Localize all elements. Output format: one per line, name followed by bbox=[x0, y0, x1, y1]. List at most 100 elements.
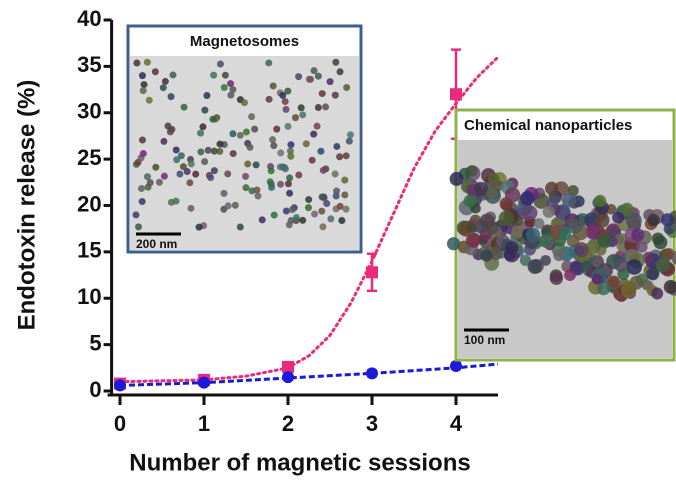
fit-curve bbox=[120, 364, 498, 385]
particle bbox=[295, 73, 302, 80]
particle bbox=[139, 198, 146, 205]
particle bbox=[277, 149, 284, 156]
particle bbox=[307, 76, 314, 83]
particle bbox=[319, 223, 326, 230]
particle bbox=[282, 98, 289, 105]
particle bbox=[247, 144, 254, 151]
particle bbox=[289, 206, 296, 213]
x-axis-title: Number of magnetic sessions bbox=[129, 449, 470, 476]
particle bbox=[287, 153, 294, 160]
particle bbox=[152, 164, 159, 171]
particle bbox=[464, 195, 477, 208]
particle bbox=[286, 174, 293, 181]
particle bbox=[268, 167, 275, 174]
particle bbox=[488, 173, 499, 184]
particle bbox=[279, 163, 286, 170]
particle bbox=[309, 157, 316, 164]
particle bbox=[480, 250, 492, 262]
particle bbox=[562, 193, 577, 208]
particle bbox=[283, 208, 290, 215]
particle bbox=[320, 194, 327, 201]
particle bbox=[319, 90, 326, 97]
particle bbox=[270, 142, 277, 149]
data-point bbox=[366, 266, 378, 278]
x-tick-label: 2 bbox=[282, 411, 294, 436]
particle bbox=[201, 158, 208, 165]
particle bbox=[341, 177, 348, 184]
particle bbox=[511, 225, 524, 238]
particle bbox=[242, 173, 249, 180]
particle bbox=[173, 156, 180, 163]
particle bbox=[255, 193, 262, 200]
particle bbox=[287, 141, 294, 148]
particle bbox=[311, 67, 318, 74]
particle bbox=[631, 228, 644, 241]
particle bbox=[133, 60, 140, 67]
particle bbox=[145, 184, 152, 191]
particle bbox=[293, 214, 300, 221]
particle bbox=[621, 203, 634, 216]
particle bbox=[593, 255, 603, 265]
x-tick-label: 3 bbox=[366, 411, 378, 436]
particle bbox=[237, 223, 244, 230]
particle bbox=[621, 282, 637, 298]
particle bbox=[207, 174, 214, 181]
particle bbox=[141, 81, 148, 88]
particle bbox=[220, 190, 227, 197]
particle bbox=[315, 104, 322, 111]
particle bbox=[564, 269, 576, 281]
particle bbox=[651, 288, 663, 300]
particle bbox=[269, 136, 276, 143]
chart: Number of magnetic sessions Endotoxin re… bbox=[0, 0, 676, 483]
particle bbox=[188, 160, 195, 167]
data-point bbox=[366, 367, 378, 379]
particle bbox=[279, 92, 286, 99]
x-tick-label: 0 bbox=[114, 411, 126, 436]
particle bbox=[647, 214, 659, 226]
particle bbox=[209, 116, 216, 123]
particle bbox=[664, 248, 674, 258]
particle bbox=[135, 223, 142, 230]
particle bbox=[284, 123, 291, 130]
particle bbox=[196, 224, 203, 231]
data-point bbox=[450, 88, 462, 100]
particle bbox=[160, 138, 167, 145]
particle bbox=[227, 80, 234, 87]
particle bbox=[265, 59, 272, 66]
particle bbox=[628, 216, 640, 228]
particle bbox=[558, 228, 571, 241]
particle bbox=[138, 185, 145, 192]
particle bbox=[229, 130, 236, 137]
particle bbox=[336, 153, 343, 160]
particle bbox=[152, 68, 159, 75]
data-point bbox=[450, 360, 462, 372]
particle bbox=[332, 171, 339, 178]
particle bbox=[181, 104, 188, 111]
particle bbox=[505, 241, 518, 254]
particle bbox=[242, 184, 249, 191]
particle bbox=[332, 92, 339, 99]
particle bbox=[333, 188, 340, 195]
particle bbox=[553, 249, 565, 261]
particle bbox=[337, 68, 344, 75]
inset-title: Chemical nanoparticles bbox=[464, 117, 632, 134]
y-tick-label: 15 bbox=[77, 238, 101, 263]
particle bbox=[244, 160, 251, 167]
particle bbox=[161, 173, 168, 180]
particle bbox=[248, 113, 255, 120]
y-tick-label: 20 bbox=[77, 191, 101, 216]
particle bbox=[249, 187, 256, 194]
data-point bbox=[282, 361, 294, 373]
particle bbox=[203, 92, 210, 99]
particle bbox=[251, 126, 258, 133]
particle bbox=[543, 206, 555, 218]
particle bbox=[266, 96, 273, 103]
particle bbox=[540, 234, 554, 248]
particle bbox=[227, 92, 234, 99]
particle bbox=[186, 179, 193, 186]
particle bbox=[205, 147, 212, 154]
particle bbox=[241, 99, 248, 106]
particle bbox=[545, 182, 558, 195]
particle bbox=[192, 171, 199, 178]
y-axis-title: Endotoxin release (%) bbox=[13, 80, 40, 331]
